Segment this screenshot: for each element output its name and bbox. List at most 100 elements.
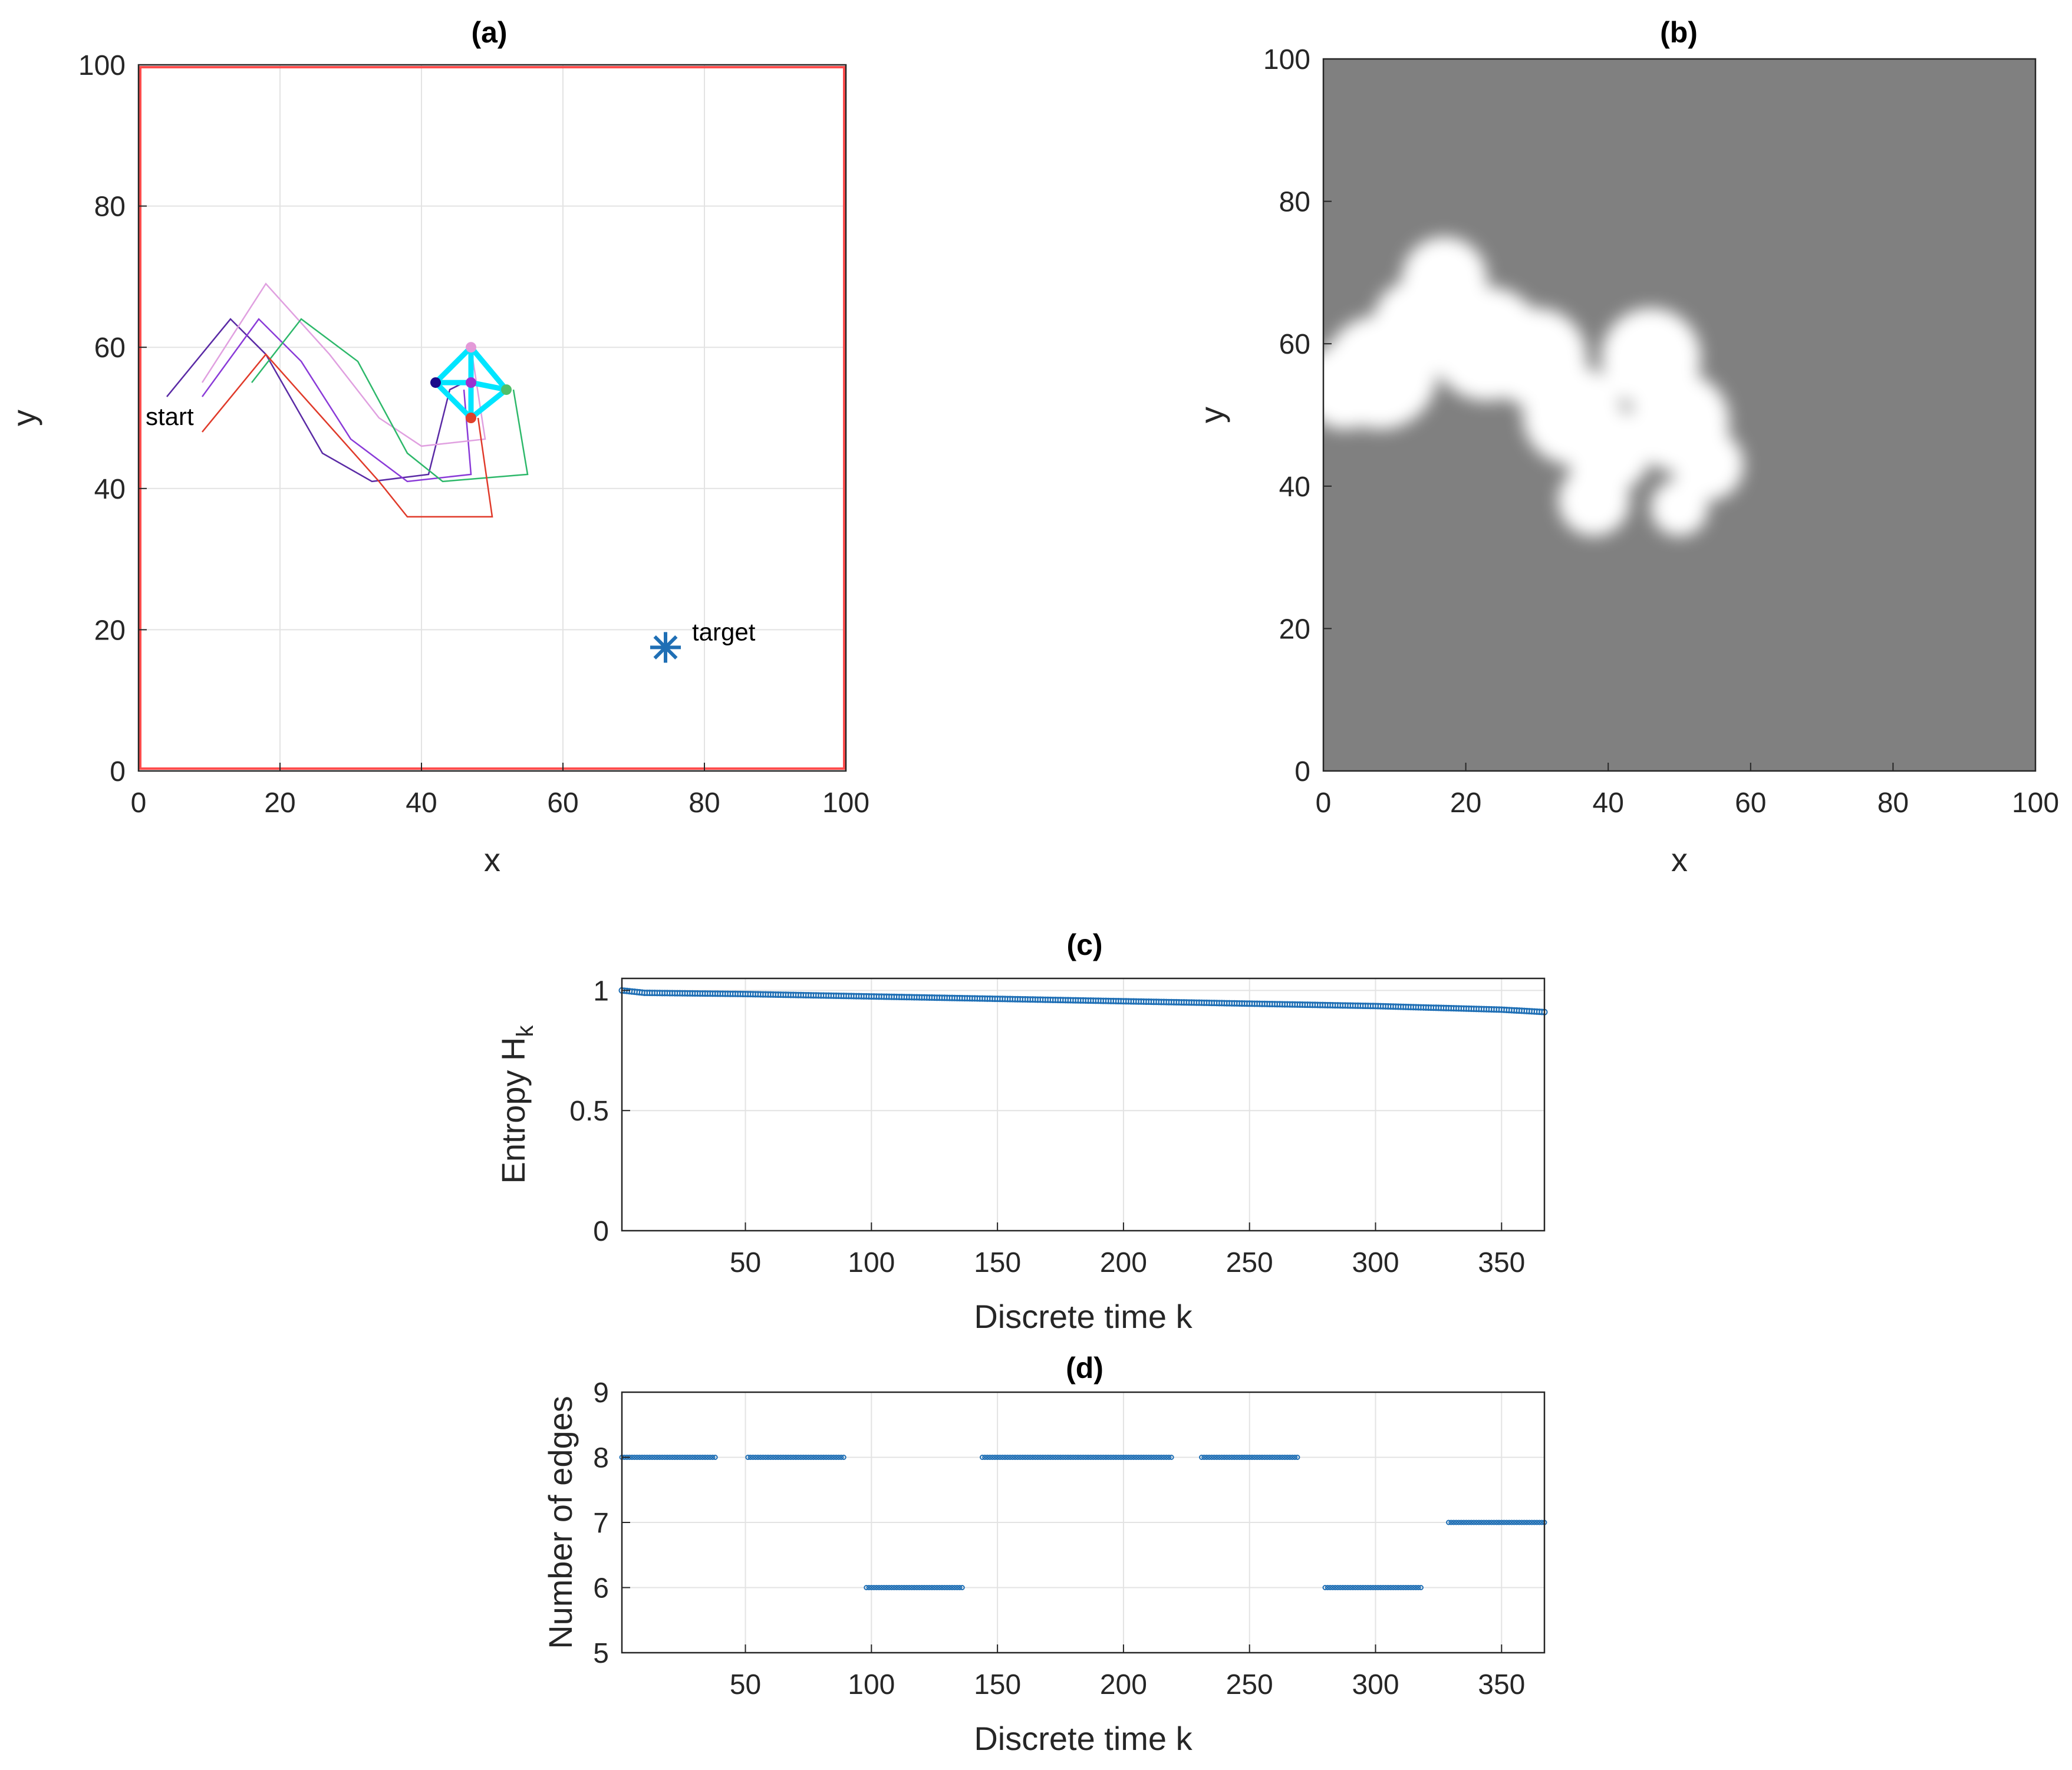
edge-count-point: [1098, 1455, 1103, 1460]
edge-count-point: [1007, 1455, 1013, 1460]
panel-a-trajectory-lines: [166, 282, 529, 518]
edge-count-point: [639, 1455, 645, 1460]
edge-count-point: [1348, 1585, 1353, 1590]
x-tick-label: 60: [547, 787, 578, 819]
edge-count-point: [1020, 1455, 1026, 1460]
edge-count-point: [811, 1455, 816, 1460]
edge-count-point: [1350, 1585, 1356, 1590]
formation-edge: [433, 344, 474, 385]
edge-count-point: [1219, 1455, 1225, 1460]
edge-count-point: [1133, 1455, 1139, 1460]
edge-count-point: [1244, 1455, 1250, 1460]
edge-count-point: [783, 1455, 789, 1460]
edge-count-point: [1534, 1520, 1540, 1525]
trajectory-agent-1: [166, 318, 465, 483]
edge-count-point: [1277, 1455, 1283, 1460]
edge-count-point: [1004, 1455, 1010, 1460]
edge-count-point: [1536, 1520, 1542, 1525]
edge-count-point: [1198, 1455, 1204, 1460]
edge-count-point: [1113, 1455, 1119, 1460]
x-tick-label: 250: [1226, 1247, 1273, 1278]
edge-count-point: [1237, 1455, 1243, 1460]
edge-count-point: [1368, 1585, 1373, 1590]
edge-count-point: [1282, 1455, 1288, 1460]
edge-count-point: [992, 1455, 998, 1460]
edge-count-point: [1390, 1585, 1396, 1590]
edge-count-point: [927, 1585, 933, 1590]
edge-count-point: [929, 1585, 935, 1590]
edge-count-point: [1231, 1455, 1237, 1460]
edge-count-point: [1365, 1585, 1371, 1590]
edge-count-point: [1164, 1455, 1170, 1460]
edge-count-point: [1524, 1520, 1530, 1525]
edge-count-point: [1451, 1520, 1457, 1525]
edge-count-point: [1201, 1455, 1207, 1460]
panel-a-trajectories: (a) start target 0 20 40 60 80 100 0 20 40 60 80 10…: [5, 16, 869, 878]
edge-count-point: [1355, 1585, 1361, 1590]
edge-count-point: [1128, 1455, 1134, 1460]
panel-a-boundary: [139, 66, 845, 770]
edge-count-point: [1052, 1455, 1058, 1460]
edge-count-point: [959, 1585, 965, 1590]
panel-c-title: (c): [1066, 928, 1102, 961]
edge-count-point: [697, 1455, 703, 1460]
x-tick-label: 40: [406, 787, 437, 819]
edge-count-point: [1115, 1455, 1121, 1460]
panel-d-title: (d): [1066, 1352, 1103, 1385]
panel-b-ylabel: y: [1193, 407, 1230, 423]
panel-a-frame: [137, 64, 847, 772]
edge-count-point: [994, 1455, 1000, 1460]
panel-a-grid: [138, 64, 846, 772]
x-tick-label: 50: [730, 1669, 761, 1700]
edge-count-point: [1047, 1455, 1053, 1460]
edge-count-point: [984, 1455, 990, 1460]
edge-count-point: [901, 1585, 907, 1590]
edge-count-point: [878, 1585, 884, 1590]
edge-count-point: [1511, 1520, 1517, 1525]
edge-count-point: [1338, 1585, 1343, 1590]
edge-count-point: [1085, 1455, 1091, 1460]
edge-count-point: [1264, 1455, 1270, 1460]
edge-count-point: [808, 1455, 814, 1460]
edge-count-point: [886, 1585, 892, 1590]
edge-count-point: [647, 1455, 653, 1460]
x-tick-label: 80: [1877, 787, 1909, 819]
edge-count-point: [1526, 1520, 1532, 1525]
entropy-subscript: k: [512, 1025, 538, 1037]
edge-count-point: [1325, 1585, 1330, 1590]
edge-count-point: [1204, 1455, 1210, 1460]
edge-count-point: [1463, 1520, 1469, 1525]
edge-count-point: [1093, 1455, 1099, 1460]
edge-count-point: [997, 1455, 1003, 1460]
panel-b-title: (b): [1660, 16, 1698, 49]
edge-count-point: [1289, 1455, 1295, 1460]
edge-count-point: [803, 1455, 809, 1460]
edge-count-point: [801, 1455, 806, 1460]
edge-count-point: [1247, 1455, 1253, 1460]
edge-count-point: [765, 1455, 771, 1460]
edge-count-point: [1345, 1585, 1350, 1590]
edge-count-point: [941, 1585, 947, 1590]
edge-count-point: [1393, 1585, 1399, 1590]
edge-count-point: [659, 1455, 665, 1460]
edge-count-point: [1078, 1455, 1083, 1460]
y-tick-label: 0.5: [569, 1096, 609, 1127]
edge-count-point: [1042, 1455, 1048, 1460]
edge-count-point: [1506, 1520, 1512, 1525]
edge-count-point: [931, 1585, 937, 1590]
edge-count-point: [1025, 1455, 1030, 1460]
edge-count-point: [1234, 1455, 1240, 1460]
edge-count-point: [649, 1455, 655, 1460]
edge-count-point: [747, 1455, 753, 1460]
edge-count-point: [823, 1455, 829, 1460]
y-tick-label: 0: [110, 756, 126, 787]
edge-count-point: [674, 1455, 680, 1460]
edge-count-point: [684, 1455, 690, 1460]
edge-count-point: [798, 1455, 804, 1460]
edge-count-point: [1136, 1455, 1142, 1460]
explored-region: [1651, 479, 1708, 536]
edge-count-point: [1474, 1520, 1480, 1525]
edge-count-point: [1239, 1455, 1245, 1460]
x-tick-label: 80: [689, 787, 720, 819]
edge-count-point: [1403, 1585, 1409, 1590]
